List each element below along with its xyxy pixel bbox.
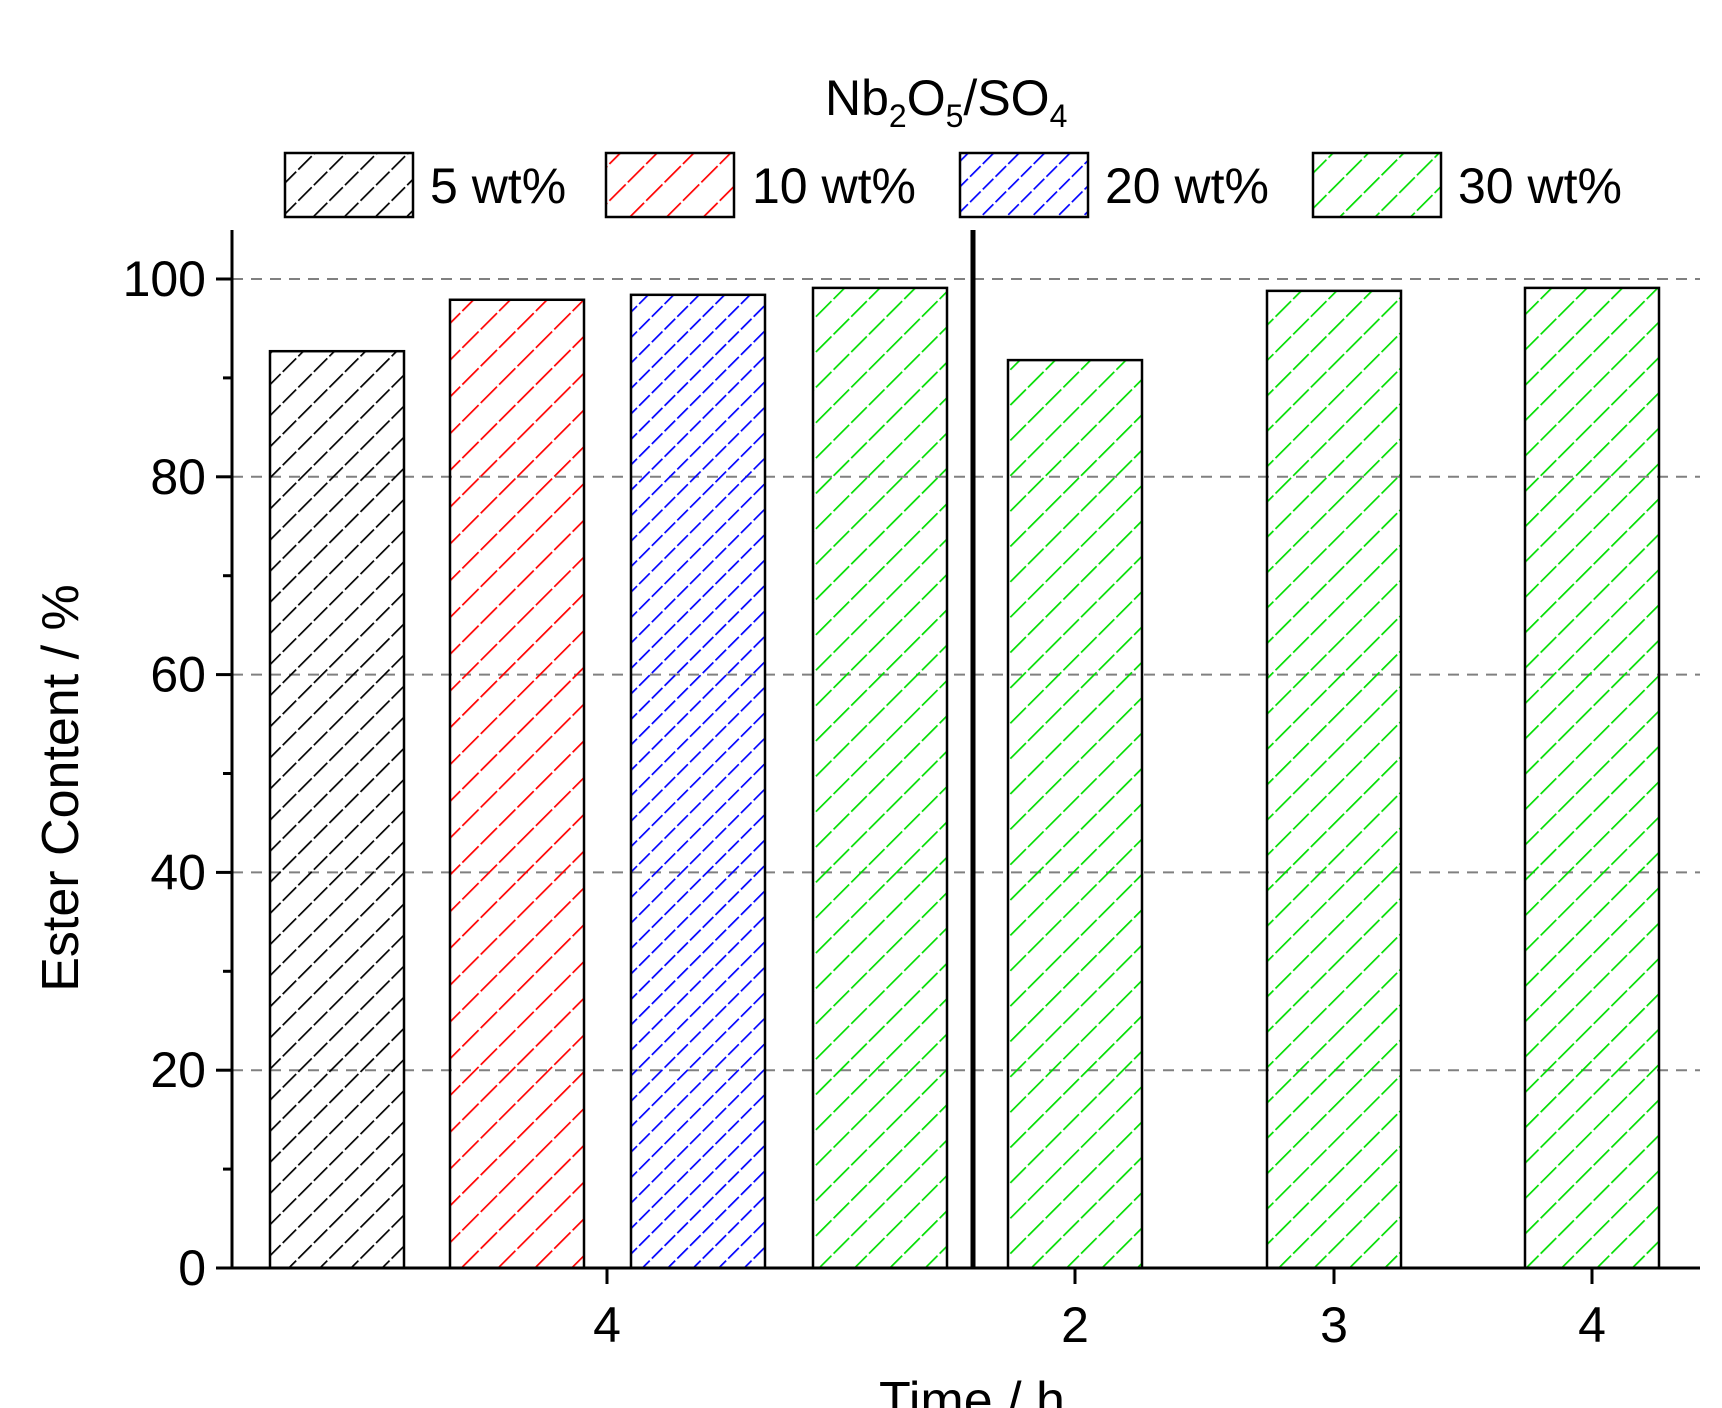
- y-tick-label: 0: [178, 1240, 206, 1296]
- bar-panel1-4h-10wt: [448, 298, 586, 1270]
- bar-panel2-4h-30wt: [1523, 286, 1661, 1270]
- bar-panel1-4h-30wt: [811, 286, 949, 1270]
- axes: 0 20 40 60 80 100 4 2 3 4: [123, 230, 1700, 1353]
- legend-swatch-20wt: [958, 151, 1090, 219]
- bar-panel2-3h-30wt: [1265, 289, 1403, 1270]
- legend-swatch-5wt: [283, 151, 415, 219]
- x-tick-label: 2: [1061, 1297, 1089, 1353]
- y-tick-label: 80: [150, 449, 206, 505]
- legend-label: 30 wt%: [1458, 158, 1622, 214]
- y-tick-label: 100: [123, 251, 206, 307]
- x-tick-label: 4: [1578, 1297, 1606, 1353]
- bar-panel1-4h-5wt: [268, 349, 406, 1270]
- legend-label: 10 wt%: [752, 158, 916, 214]
- bar-panel1-4h-20wt: [629, 293, 767, 1270]
- legend: 5 wt% 10 wt% 20 wt% 30 wt%: [283, 151, 1622, 219]
- y-tick-label: 60: [150, 647, 206, 703]
- x-tick-label: 3: [1320, 1297, 1348, 1353]
- legend-label: 5 wt%: [430, 158, 566, 214]
- x-tick-label: 4: [593, 1297, 621, 1353]
- y-tick-label: 40: [150, 844, 206, 900]
- legend-label: 20 wt%: [1105, 158, 1269, 214]
- legend-swatch-10wt: [604, 151, 736, 219]
- bar-panel2-2h-30wt: [1006, 358, 1144, 1270]
- x-axis-title: Time / h: [879, 1372, 1065, 1408]
- y-tick-label: 20: [150, 1042, 206, 1098]
- legend-swatch-30wt: [1311, 151, 1443, 219]
- legend-title: Nb2O5/SO4: [825, 70, 1067, 134]
- gridlines: [232, 278, 1700, 1072]
- bars: [268, 286, 1661, 1270]
- y-axis-title: Ester Content / %: [32, 584, 90, 992]
